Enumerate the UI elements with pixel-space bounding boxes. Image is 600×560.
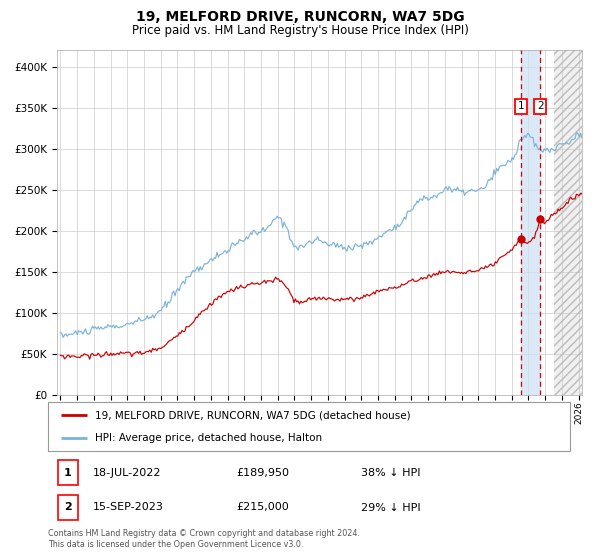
Text: £215,000: £215,000 <box>236 502 289 512</box>
Text: 15-SEP-2023: 15-SEP-2023 <box>92 502 163 512</box>
Text: 2: 2 <box>537 101 544 111</box>
Text: Price paid vs. HM Land Registry's House Price Index (HPI): Price paid vs. HM Land Registry's House … <box>131 24 469 36</box>
Text: 29% ↓ HPI: 29% ↓ HPI <box>361 502 421 512</box>
Text: HPI: Average price, detached house, Halton: HPI: Average price, detached house, Halt… <box>95 433 322 444</box>
FancyBboxPatch shape <box>48 402 570 451</box>
Text: 19, MELFORD DRIVE, RUNCORN, WA7 5DG (detached house): 19, MELFORD DRIVE, RUNCORN, WA7 5DG (det… <box>95 410 410 421</box>
Bar <box>521 50 541 395</box>
Text: £189,950: £189,950 <box>236 468 289 478</box>
Text: 1: 1 <box>517 101 524 111</box>
Text: 18-JUL-2022: 18-JUL-2022 <box>92 468 161 478</box>
Text: Contains HM Land Registry data © Crown copyright and database right 2024.
This d: Contains HM Land Registry data © Crown c… <box>48 529 360 549</box>
Text: 19, MELFORD DRIVE, RUNCORN, WA7 5DG: 19, MELFORD DRIVE, RUNCORN, WA7 5DG <box>136 10 464 24</box>
FancyBboxPatch shape <box>58 460 78 484</box>
Text: 1: 1 <box>64 468 72 478</box>
Bar <box>554 50 599 395</box>
Text: 2: 2 <box>64 502 72 512</box>
FancyBboxPatch shape <box>58 496 78 520</box>
Text: 38% ↓ HPI: 38% ↓ HPI <box>361 468 421 478</box>
Bar <box>554 50 599 395</box>
